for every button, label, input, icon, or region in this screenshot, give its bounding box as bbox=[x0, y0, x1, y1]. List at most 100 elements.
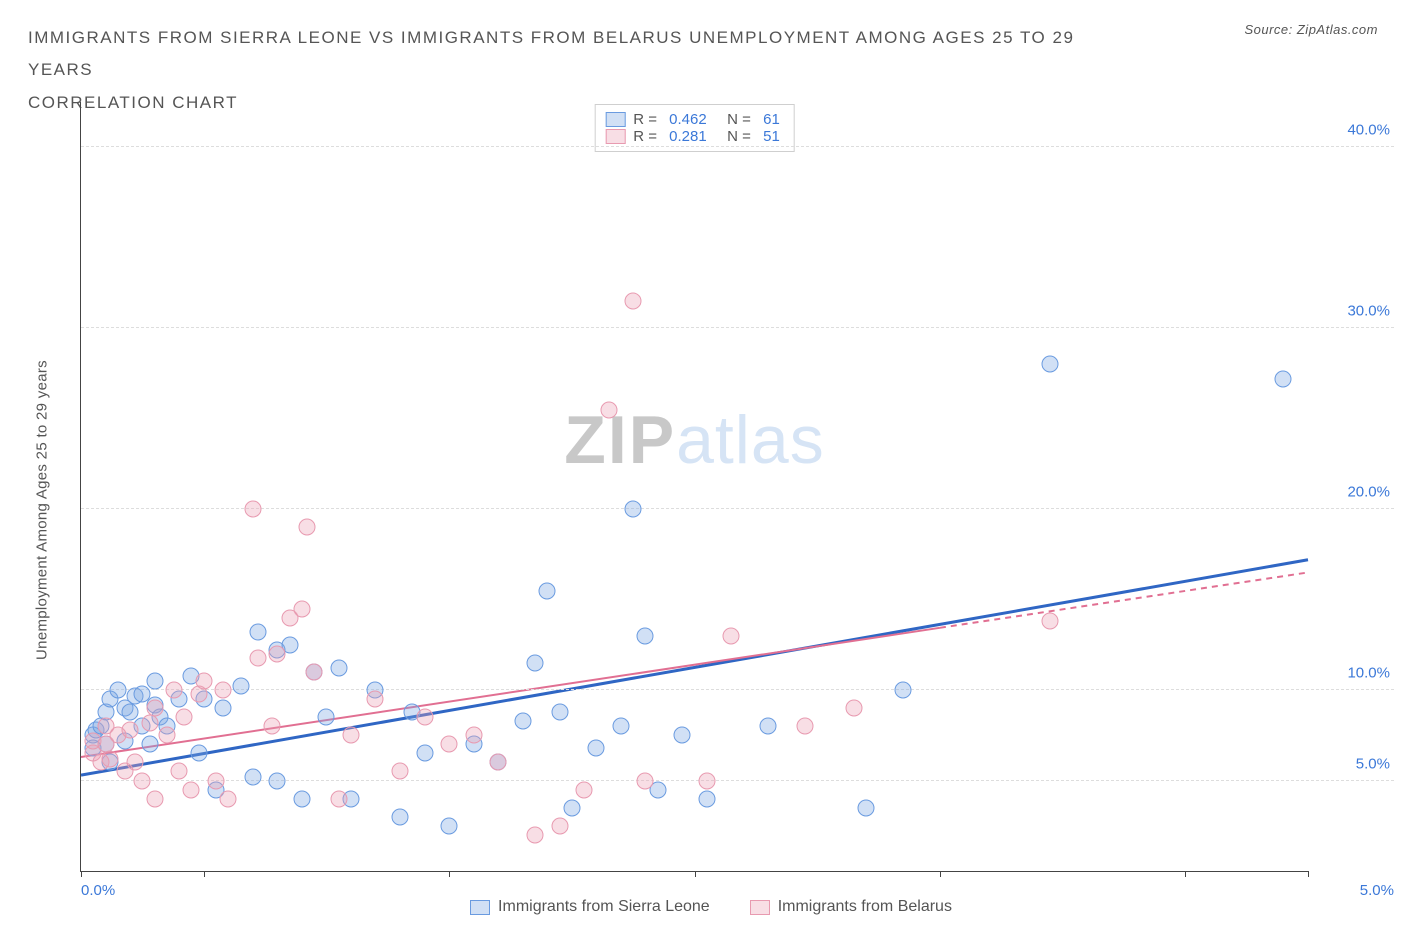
data-point bbox=[244, 768, 261, 785]
data-point bbox=[796, 718, 813, 735]
chart-container: Unemployment Among Ages 25 to 29 years Z… bbox=[28, 102, 1394, 918]
data-point bbox=[298, 519, 315, 536]
y-tick-label: 30.0% bbox=[1347, 303, 1390, 320]
data-point bbox=[1275, 370, 1292, 387]
legend-label: Immigrants from Belarus bbox=[778, 898, 952, 916]
data-point bbox=[342, 727, 359, 744]
grid-line bbox=[81, 508, 1394, 509]
grid-line bbox=[81, 146, 1394, 147]
data-point bbox=[698, 790, 715, 807]
data-point bbox=[576, 781, 593, 798]
data-point bbox=[183, 781, 200, 798]
stat-n-label: N = bbox=[715, 128, 755, 145]
data-point bbox=[141, 714, 158, 731]
data-point bbox=[269, 645, 286, 662]
data-point bbox=[195, 673, 212, 690]
data-point bbox=[612, 718, 629, 735]
data-point bbox=[102, 750, 119, 767]
data-point bbox=[723, 627, 740, 644]
legend-label: Immigrants from Sierra Leone bbox=[498, 898, 710, 916]
data-point bbox=[441, 736, 458, 753]
data-point bbox=[760, 718, 777, 735]
title-line-1: IMMIGRANTS FROM SIERRA LEONE VS IMMIGRAN… bbox=[28, 22, 1128, 87]
data-point bbox=[249, 649, 266, 666]
stat-r-value: 0.281 bbox=[669, 128, 707, 145]
x-tick-label: 5.0% bbox=[1360, 882, 1394, 899]
data-point bbox=[637, 627, 654, 644]
data-point bbox=[141, 736, 158, 753]
data-point bbox=[600, 401, 617, 418]
data-point bbox=[249, 624, 266, 641]
data-point bbox=[674, 727, 691, 744]
legend-swatch bbox=[605, 112, 625, 127]
data-point bbox=[166, 682, 183, 699]
data-point bbox=[846, 700, 863, 717]
data-point bbox=[416, 709, 433, 726]
data-point bbox=[215, 682, 232, 699]
data-point bbox=[514, 712, 531, 729]
source-prefix: Source: bbox=[1244, 22, 1296, 37]
data-point bbox=[416, 745, 433, 762]
source-name: ZipAtlas.com bbox=[1297, 22, 1378, 37]
source-attribution: Source: ZipAtlas.com bbox=[1244, 22, 1378, 37]
legend-swatch bbox=[605, 129, 625, 144]
data-point bbox=[1042, 356, 1059, 373]
data-point bbox=[171, 763, 188, 780]
stat-r-label: R = bbox=[633, 128, 661, 145]
stat-r-label: R = bbox=[633, 111, 661, 128]
data-point bbox=[625, 293, 642, 310]
legend-stat-row: R = 0.281 N = 51 bbox=[605, 128, 780, 145]
plot-area: ZIPatlas R = 0.462 N = 61R = 0.281 N = 5… bbox=[80, 102, 1308, 872]
data-point bbox=[895, 682, 912, 699]
stat-n-value: 61 bbox=[763, 111, 780, 128]
stat-n-value: 51 bbox=[763, 128, 780, 145]
x-tick bbox=[449, 871, 450, 877]
data-point bbox=[306, 663, 323, 680]
data-point bbox=[526, 654, 543, 671]
data-point bbox=[1042, 613, 1059, 630]
y-tick-label: 5.0% bbox=[1356, 755, 1390, 772]
data-point bbox=[190, 745, 207, 762]
legend-item: Immigrants from Sierra Leone bbox=[470, 898, 710, 916]
data-point bbox=[490, 754, 507, 771]
data-point bbox=[109, 682, 126, 699]
data-point bbox=[563, 799, 580, 816]
data-point bbox=[176, 709, 193, 726]
data-point bbox=[146, 700, 163, 717]
legend-swatch bbox=[470, 900, 490, 915]
legend-stats: R = 0.462 N = 61R = 0.281 N = 51 bbox=[594, 104, 795, 152]
data-point bbox=[220, 790, 237, 807]
data-point bbox=[318, 709, 335, 726]
y-tick-label: 40.0% bbox=[1347, 122, 1390, 139]
data-point bbox=[232, 678, 249, 695]
data-point bbox=[146, 790, 163, 807]
data-point bbox=[293, 600, 310, 617]
grid-line bbox=[81, 327, 1394, 328]
data-point bbox=[330, 790, 347, 807]
x-tick bbox=[204, 871, 205, 877]
data-point bbox=[146, 673, 163, 690]
stat-n-label: N = bbox=[715, 111, 755, 128]
x-tick bbox=[940, 871, 941, 877]
data-point bbox=[441, 817, 458, 834]
data-point bbox=[698, 772, 715, 789]
data-point bbox=[126, 754, 143, 771]
legend-swatch bbox=[750, 900, 770, 915]
data-point bbox=[526, 826, 543, 843]
legend-bottom: Immigrants from Sierra Leone Immigrants f… bbox=[28, 898, 1394, 916]
data-point bbox=[392, 808, 409, 825]
data-point bbox=[392, 763, 409, 780]
x-tick bbox=[695, 871, 696, 877]
data-point bbox=[465, 727, 482, 744]
data-point bbox=[367, 691, 384, 708]
y-tick-label: 20.0% bbox=[1347, 484, 1390, 501]
x-tick bbox=[1185, 871, 1186, 877]
data-point bbox=[858, 799, 875, 816]
legend-stat-row: R = 0.462 N = 61 bbox=[605, 111, 780, 128]
x-tick-label: 0.0% bbox=[81, 882, 115, 899]
data-point bbox=[207, 772, 224, 789]
data-point bbox=[637, 772, 654, 789]
data-point bbox=[215, 700, 232, 717]
data-point bbox=[625, 501, 642, 518]
data-point bbox=[330, 660, 347, 677]
